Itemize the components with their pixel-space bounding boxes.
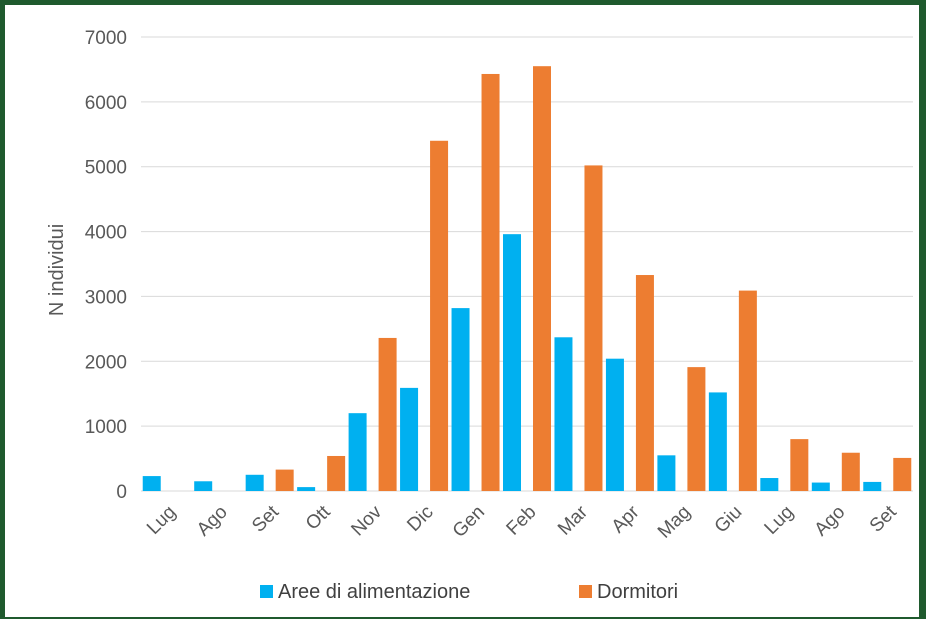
bar-chart: 0 1000 2000 3000 4000 5000 6000 7000 Lug Ago Set O… bbox=[46, 28, 913, 603]
bars bbox=[142, 66, 912, 492]
bar-dormitori-gen-6 bbox=[481, 73, 500, 492]
y-tick-label: 3000 bbox=[85, 287, 127, 308]
bar-aree-ago-13 bbox=[811, 482, 830, 491]
x-tick-label: Set bbox=[248, 501, 284, 537]
bar-aree-gen-6 bbox=[451, 308, 470, 491]
y-tick-label: 2000 bbox=[85, 352, 127, 373]
bar-aree-apr-9 bbox=[605, 358, 624, 491]
bar-dormitori-giu-11 bbox=[738, 290, 757, 491]
legend-label-aree: Aree di alimentazione bbox=[278, 581, 470, 603]
x-tick-label: Ago bbox=[193, 502, 232, 541]
bar-aree-ott-3 bbox=[297, 487, 316, 491]
legend-swatch-aree bbox=[260, 585, 273, 598]
bar-aree-mar-8 bbox=[554, 337, 573, 491]
x-tick-label: Lug bbox=[143, 502, 180, 539]
y-axis-title: N individui bbox=[46, 224, 68, 316]
x-tick-label: Apr bbox=[608, 501, 644, 537]
x-axis-ticks: Lug Ago Set Ott Nov Dic Gen Feb Mar Apr Mag Giu Lug A… bbox=[143, 501, 901, 542]
bar-aree-nov-4 bbox=[348, 413, 367, 491]
bar-dormitori-set-2 bbox=[275, 469, 294, 491]
x-tick-label: Lug bbox=[761, 502, 798, 539]
bar-aree-set-2 bbox=[245, 474, 264, 491]
bar-aree-ago-1 bbox=[194, 481, 213, 491]
bar-dormitori-lug-12 bbox=[790, 439, 809, 491]
chart-frame: 0 1000 2000 3000 4000 5000 6000 7000 Lug Ago Set O… bbox=[5, 5, 919, 617]
bar-dormitori-ott-3 bbox=[327, 455, 346, 491]
bar-dormitori-ago-13 bbox=[841, 452, 860, 491]
legend-label-dormitori: Dormitori bbox=[597, 581, 678, 603]
bar-dormitori-mar-8 bbox=[584, 165, 603, 491]
bar-dormitori-dic-5 bbox=[430, 140, 449, 491]
bar-dormitori-mag-10 bbox=[687, 367, 706, 491]
bar-dormitori-set-14 bbox=[893, 457, 912, 491]
bar-aree-lug-12 bbox=[760, 478, 779, 491]
x-tick-label: Mag bbox=[654, 502, 695, 543]
x-tick-label: Feb bbox=[503, 502, 541, 540]
y-tick-label: 0 bbox=[116, 482, 127, 503]
legend-swatch-dormitori bbox=[579, 585, 592, 598]
legend: Aree di alimentazione Dormitori bbox=[260, 581, 678, 603]
y-tick-label: 6000 bbox=[85, 93, 127, 114]
bar-aree-lug-0 bbox=[142, 476, 161, 491]
y-axis-ticks: 0 1000 2000 3000 4000 5000 6000 7000 bbox=[85, 28, 127, 503]
y-tick-label: 4000 bbox=[85, 223, 127, 244]
x-tick-label: Nov bbox=[347, 501, 386, 540]
y-tick-label: 5000 bbox=[85, 158, 127, 179]
bar-aree-dic-5 bbox=[400, 387, 419, 491]
bar-dormitori-nov-4 bbox=[378, 337, 397, 491]
bar-dormitori-feb-7 bbox=[533, 66, 551, 491]
x-tick-label: Dic bbox=[403, 502, 437, 536]
bar-aree-feb-7 bbox=[503, 234, 521, 491]
bar-aree-set-14 bbox=[863, 481, 882, 491]
x-tick-label: Gen bbox=[449, 502, 489, 542]
x-tick-label: Ago bbox=[811, 502, 850, 541]
bar-aree-giu-11 bbox=[708, 392, 727, 491]
y-tick-label: 7000 bbox=[85, 28, 127, 49]
x-tick-label: Giu bbox=[711, 502, 747, 538]
y-tick-label: 1000 bbox=[85, 417, 127, 438]
x-tick-label: Ott bbox=[302, 501, 335, 534]
gridlines bbox=[141, 36, 913, 492]
bar-aree-mag-10 bbox=[657, 455, 676, 491]
x-tick-label: Set bbox=[866, 501, 902, 537]
x-tick-label: Mar bbox=[554, 501, 592, 539]
bar-dormitori-apr-9 bbox=[635, 275, 654, 491]
